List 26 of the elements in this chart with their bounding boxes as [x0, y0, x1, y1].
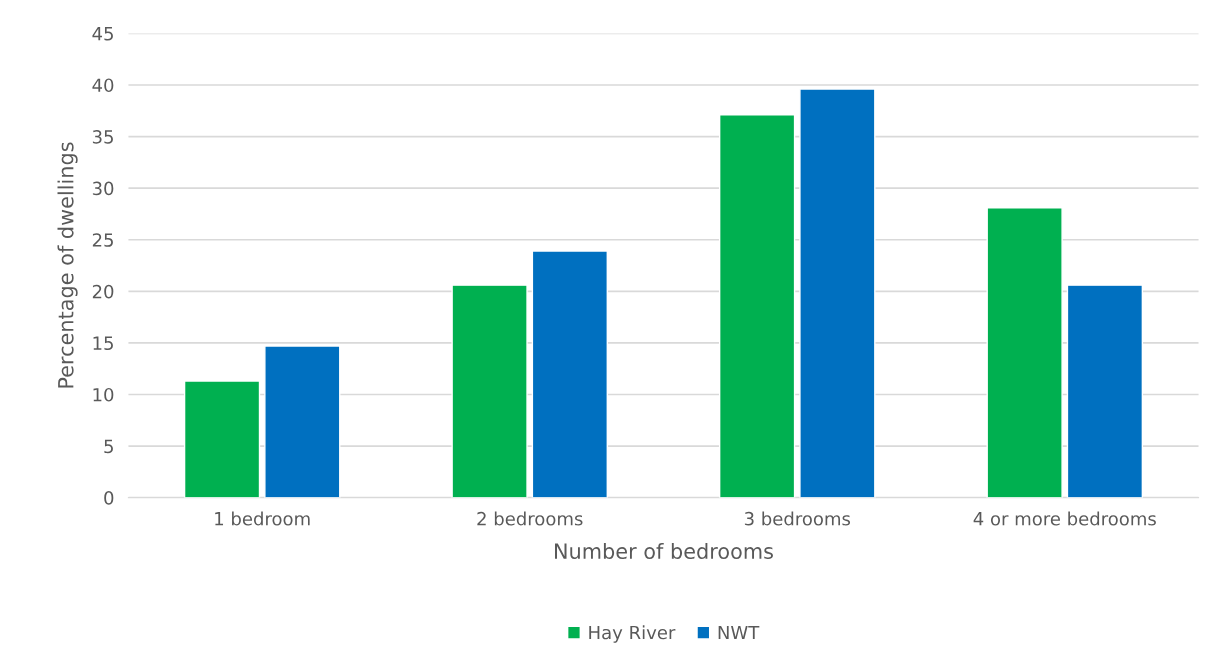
bar [986, 207, 1063, 498]
bar [264, 345, 341, 498]
bar [451, 284, 528, 498]
bar [799, 88, 876, 498]
bar [531, 250, 608, 498]
x-tick-label: 1 bedroom [215, 511, 310, 526]
bar [1066, 284, 1144, 498]
y-tick-label: 40 [92, 78, 114, 93]
x-axis-title: Number of bedrooms [555, 542, 773, 560]
x-tick-label: 3 bedrooms [744, 511, 851, 526]
bar [183, 380, 261, 498]
x-tick-label: 2 bedrooms [477, 511, 583, 526]
y-tick-label: 30 [92, 181, 114, 196]
y-tick-label: 35 [92, 130, 113, 144]
y-tick-label: 10 [93, 387, 114, 402]
legend-label: NWT [718, 625, 760, 640]
y-tick-label: 20 [92, 284, 114, 299]
y-tick-label: 15 [93, 336, 113, 351]
y-axis-title: Percentage of dwellings [57, 142, 78, 388]
y-tick-label: 0 [104, 491, 114, 505]
bar [718, 114, 796, 498]
legend-label: Hay River [589, 625, 676, 643]
y-tick-label: 45 [92, 27, 113, 41]
y-tick-label: 5 [104, 439, 113, 454]
x-tick-label: 4 or more bedrooms [973, 511, 1156, 526]
y-tick-label: 25 [92, 233, 113, 247]
